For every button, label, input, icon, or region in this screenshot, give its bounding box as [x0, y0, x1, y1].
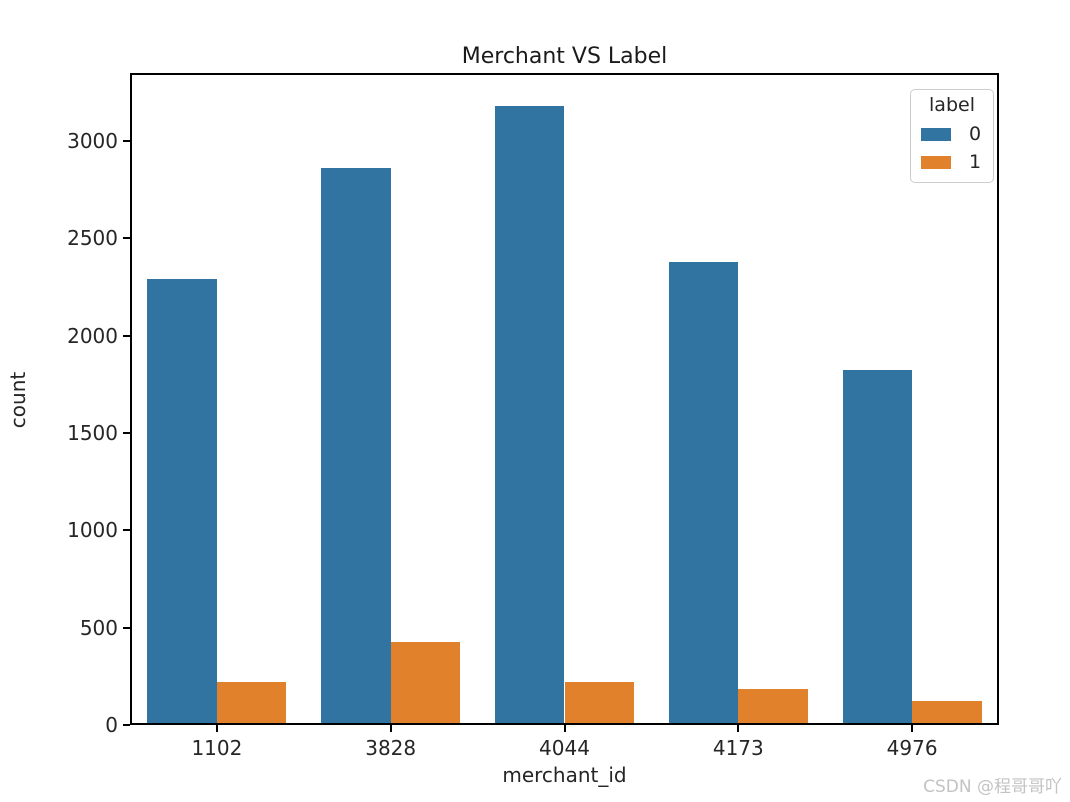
y-tick-label: 0: [105, 713, 118, 737]
bar-label0-3828: [321, 168, 391, 723]
y-tick-label: 2500: [67, 226, 118, 251]
y-tick-label: 3000: [67, 129, 118, 154]
y-axis-label: count: [6, 371, 30, 429]
x-tick-mark: [911, 725, 914, 732]
legend-row: 0: [911, 120, 993, 148]
y-tick-label: 500: [79, 615, 118, 640]
bar-label0-4173: [668, 261, 739, 723]
legend-title: label: [929, 94, 975, 116]
y-tick-label: 1000: [67, 518, 118, 543]
legend-swatch-1: [921, 155, 951, 169]
x-tick-mark: [215, 725, 218, 732]
legend-label-0: 0: [969, 123, 982, 145]
y-tick-mark: [123, 626, 130, 629]
bar-label1-4044: [564, 682, 635, 723]
x-tick-label: 4976: [886, 736, 938, 760]
bar-label1-4173: [738, 688, 808, 723]
legend-row: 1: [911, 148, 993, 176]
legend-label-1: 1: [969, 151, 982, 173]
bar-label1-3828: [390, 642, 461, 723]
x-tick-mark: [389, 725, 392, 732]
y-tick-mark: [123, 140, 130, 143]
y-tick-mark: [123, 334, 130, 337]
bar-label1-4976: [912, 700, 982, 723]
x-tick-label: 1102: [191, 736, 243, 760]
x-tick-label: 3828: [365, 736, 417, 760]
x-axis-label: merchant_id: [502, 763, 627, 787]
x-tick-label: 4173: [712, 736, 764, 760]
y-tick-mark: [123, 724, 130, 726]
bar-label0-1102: [147, 279, 217, 723]
bar-label1-1102: [216, 682, 287, 723]
y-tick-mark: [123, 237, 130, 240]
watermark-text: CSDN @程哥哥吖: [923, 777, 1062, 797]
bar-label0-4044: [494, 106, 565, 723]
legend-swatch-0: [921, 127, 951, 141]
bar-label0-4976: [842, 369, 913, 723]
y-tick-mark: [123, 529, 130, 532]
y-tick-mark: [123, 432, 130, 435]
x-tick-mark: [563, 725, 566, 732]
chart-title: Merchant VS Label: [461, 44, 668, 69]
y-tick-label: 2000: [67, 323, 118, 348]
x-tick-label: 4044: [539, 736, 590, 760]
x-tick-mark: [737, 725, 740, 732]
y-tick-label: 1500: [67, 421, 118, 446]
